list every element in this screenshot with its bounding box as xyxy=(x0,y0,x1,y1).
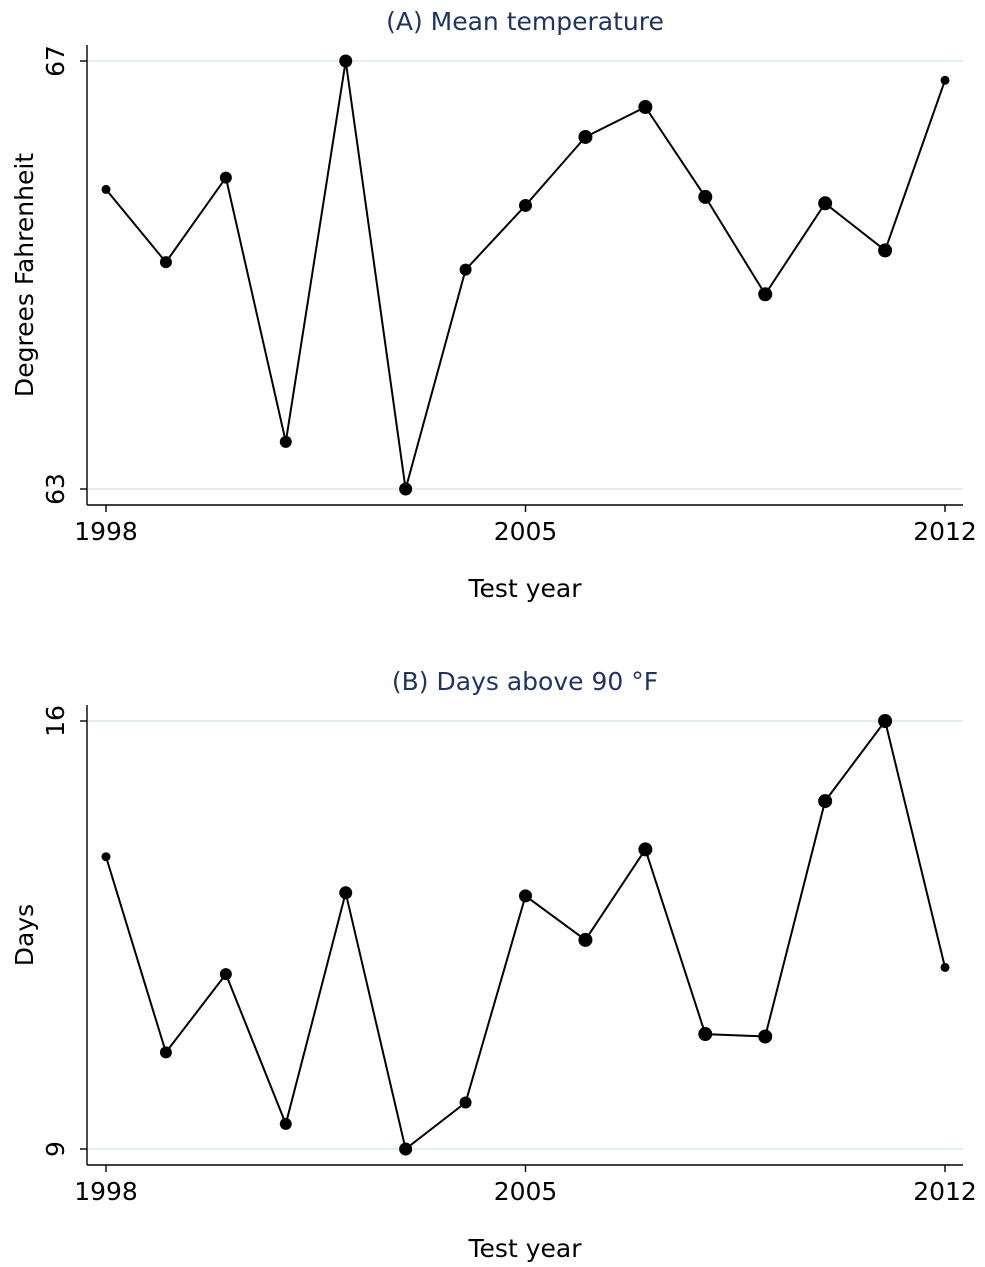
data-point xyxy=(818,196,833,211)
data-point xyxy=(279,1117,292,1130)
data-point xyxy=(519,889,532,903)
data-point xyxy=(459,1096,472,1109)
y-tick-label: 16 xyxy=(41,705,70,737)
panel-mean-temperature: 63 67 1998 2005 2012 (A) Mean temperature Test… xyxy=(10,7,977,603)
data-point xyxy=(878,243,893,258)
data-point xyxy=(339,886,353,900)
data-point xyxy=(878,714,893,728)
data-point xyxy=(698,189,713,204)
x-axis-label: Test year xyxy=(468,1234,583,1263)
data-point xyxy=(940,75,950,85)
data-point xyxy=(818,794,833,809)
data-point xyxy=(159,1046,172,1059)
data-point xyxy=(758,1029,773,1044)
y-tick-label: 63 xyxy=(41,473,70,505)
x-tick-label: 2005 xyxy=(494,517,558,546)
y-tick-label: 67 xyxy=(41,45,70,77)
data-point xyxy=(399,1142,413,1156)
panel-title: (B) Days above 90 °F xyxy=(392,667,658,696)
x-tick-label: 2012 xyxy=(913,517,977,546)
data-point xyxy=(159,256,172,269)
data-point xyxy=(279,435,292,448)
series-line xyxy=(105,60,946,490)
x-axis-label: Test year xyxy=(468,574,583,603)
data-point xyxy=(638,842,653,857)
x-tick-label: 2012 xyxy=(913,1177,977,1206)
data-point xyxy=(219,171,232,184)
y-tick-label: 9 xyxy=(41,1141,70,1157)
x-tick-label: 1998 xyxy=(74,517,138,546)
data-point xyxy=(101,852,111,862)
data-point xyxy=(339,54,353,68)
data-point xyxy=(459,263,472,276)
data-point xyxy=(219,968,232,981)
data-point xyxy=(578,932,593,947)
panel-title: (A) Mean temperature xyxy=(386,7,664,36)
data-point xyxy=(758,287,773,302)
data-point xyxy=(940,962,950,972)
data-point xyxy=(399,482,413,496)
x-tick-label: 1998 xyxy=(74,1177,138,1206)
data-point xyxy=(698,1027,713,1042)
series-line xyxy=(105,718,946,1151)
data-point xyxy=(519,198,532,212)
data-point xyxy=(578,129,593,144)
y-axis-label: Days xyxy=(10,904,39,966)
data-point xyxy=(638,100,653,115)
y-axis-label: Degrees Fahrenheit xyxy=(10,153,39,397)
data-point xyxy=(101,184,111,194)
x-tick-label: 2005 xyxy=(494,1177,558,1206)
panel-days-above-90: 9 16 1998 2005 2012 (B) Days above 90 °F Test … xyxy=(10,667,977,1263)
